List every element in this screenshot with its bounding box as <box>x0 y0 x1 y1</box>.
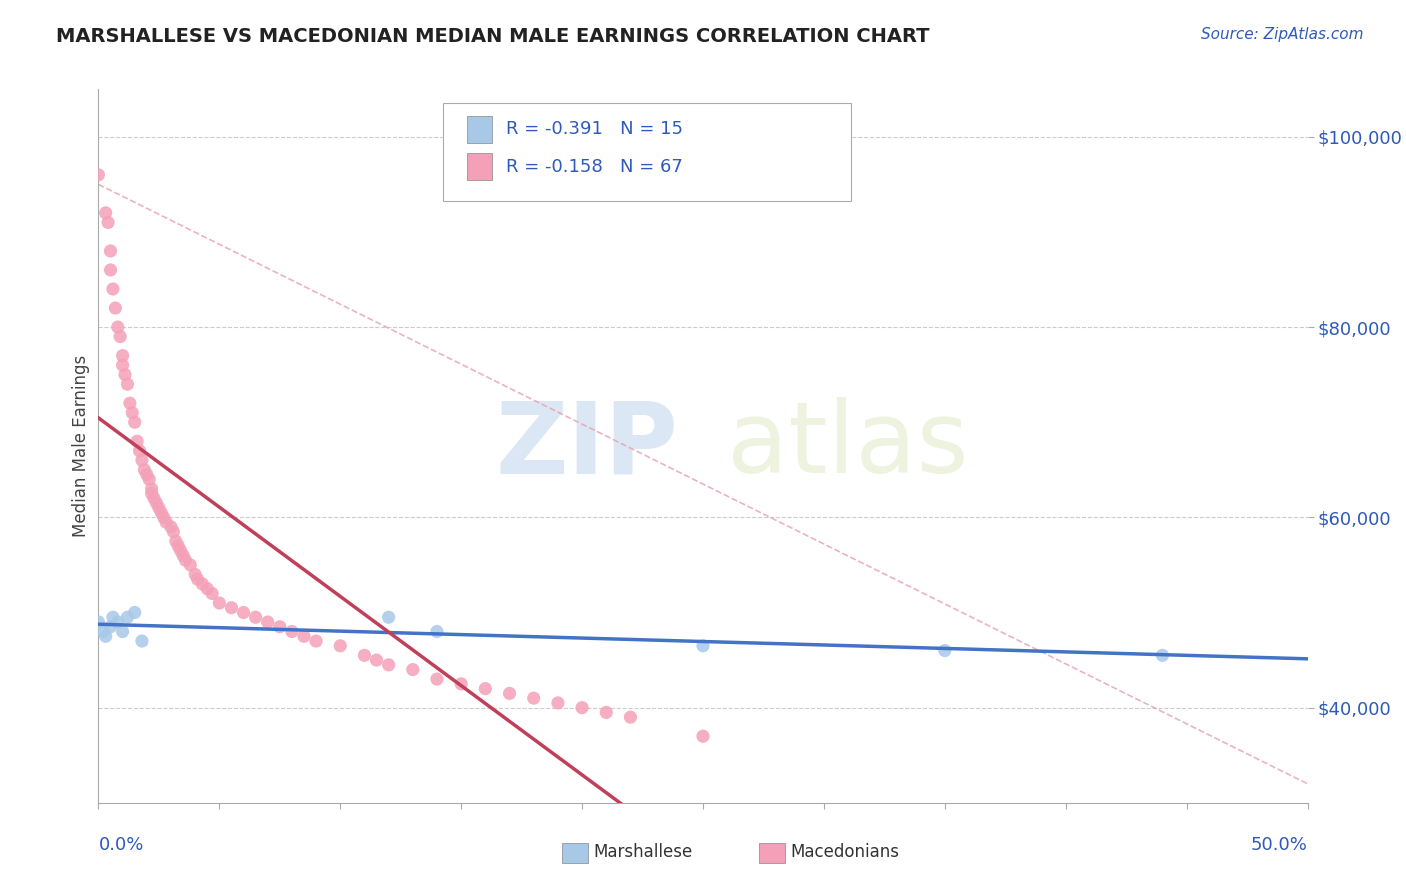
Point <box>692 729 714 743</box>
Point <box>117 377 139 392</box>
Point <box>150 506 173 520</box>
Point <box>179 558 201 572</box>
Point <box>111 358 134 372</box>
Point <box>141 482 163 496</box>
Point <box>111 349 134 363</box>
Point <box>107 320 129 334</box>
Point <box>108 329 131 343</box>
Point <box>934 643 956 657</box>
Point <box>208 596 231 610</box>
Point <box>547 696 569 710</box>
Text: 0.0%: 0.0% <box>98 836 143 855</box>
Point <box>353 648 375 663</box>
Point <box>131 634 153 648</box>
Text: Source: ZipAtlas.com: Source: ZipAtlas.com <box>1201 27 1364 42</box>
Point <box>571 700 593 714</box>
Point <box>292 629 315 643</box>
Point <box>595 706 617 720</box>
Point <box>450 677 472 691</box>
Point <box>184 567 207 582</box>
Point <box>87 615 110 629</box>
Point <box>107 615 129 629</box>
Point <box>101 610 124 624</box>
Point <box>94 206 117 220</box>
Point <box>165 534 187 549</box>
Point <box>143 491 166 506</box>
Point <box>124 415 146 429</box>
Point <box>245 610 267 624</box>
Point <box>377 610 399 624</box>
Point <box>148 500 170 515</box>
Point <box>281 624 304 639</box>
Point <box>94 629 117 643</box>
Point <box>162 524 184 539</box>
Point <box>619 710 641 724</box>
Point <box>187 572 209 586</box>
Point <box>474 681 496 696</box>
Point <box>191 577 214 591</box>
Text: atlas: atlas <box>727 398 969 494</box>
Point <box>167 539 190 553</box>
Point <box>1152 648 1174 663</box>
Point <box>201 586 224 600</box>
Text: 50.0%: 50.0% <box>1251 836 1308 855</box>
Point <box>329 639 352 653</box>
Point <box>117 610 139 624</box>
Point <box>269 620 291 634</box>
Point <box>155 515 177 529</box>
Point <box>121 406 143 420</box>
Point <box>118 396 141 410</box>
Text: R = -0.158   N = 67: R = -0.158 N = 67 <box>506 158 683 176</box>
Point <box>111 624 134 639</box>
Point <box>377 657 399 672</box>
Point <box>692 639 714 653</box>
Point <box>145 496 167 510</box>
Point <box>124 606 146 620</box>
Point <box>138 472 160 486</box>
Point <box>169 543 191 558</box>
Point <box>152 510 174 524</box>
Point <box>91 624 114 639</box>
Point <box>174 553 197 567</box>
Point <box>256 615 278 629</box>
Point <box>100 263 122 277</box>
Text: R = -0.391   N = 15: R = -0.391 N = 15 <box>506 120 683 138</box>
Point <box>101 282 124 296</box>
Point <box>134 463 156 477</box>
Point <box>100 620 122 634</box>
Point <box>127 434 149 449</box>
Text: ZIP: ZIP <box>496 398 679 494</box>
Point <box>366 653 388 667</box>
Point <box>131 453 153 467</box>
Point <box>141 486 163 500</box>
Point <box>114 368 136 382</box>
Point <box>426 672 449 686</box>
Point <box>87 168 110 182</box>
Point <box>97 215 120 229</box>
Point <box>426 624 449 639</box>
Point <box>128 443 150 458</box>
Text: MARSHALLESE VS MACEDONIAN MEDIAN MALE EARNINGS CORRELATION CHART: MARSHALLESE VS MACEDONIAN MEDIAN MALE EA… <box>56 27 929 45</box>
Point <box>160 520 183 534</box>
Point <box>402 663 425 677</box>
Text: Macedonians: Macedonians <box>790 843 900 861</box>
Point <box>135 467 157 482</box>
Point <box>221 600 243 615</box>
Point <box>104 301 127 315</box>
Point <box>305 634 328 648</box>
Point <box>100 244 122 258</box>
Point <box>172 549 194 563</box>
Point <box>195 582 218 596</box>
Text: Marshallese: Marshallese <box>593 843 693 861</box>
Point <box>232 606 254 620</box>
Y-axis label: Median Male Earnings: Median Male Earnings <box>72 355 90 537</box>
Point <box>498 686 520 700</box>
Point <box>523 691 546 706</box>
